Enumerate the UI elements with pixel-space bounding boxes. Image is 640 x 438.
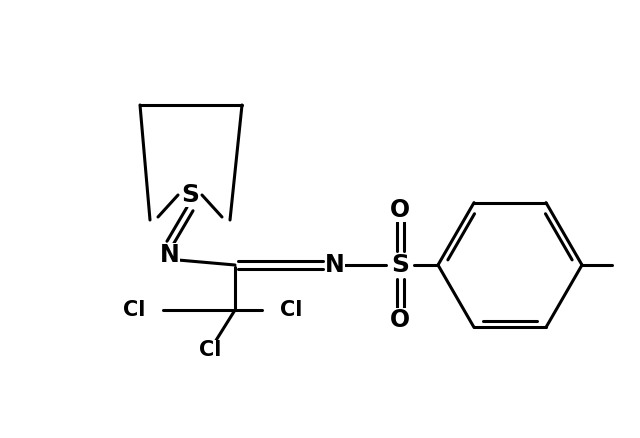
Text: O: O	[390, 198, 410, 222]
Text: O: O	[390, 308, 410, 332]
Text: S: S	[391, 253, 409, 277]
Text: S: S	[181, 183, 199, 207]
Text: Cl: Cl	[280, 300, 302, 320]
Text: Cl: Cl	[199, 340, 221, 360]
Text: N: N	[160, 243, 180, 267]
Text: N: N	[325, 253, 345, 277]
Text: Cl: Cl	[123, 300, 145, 320]
